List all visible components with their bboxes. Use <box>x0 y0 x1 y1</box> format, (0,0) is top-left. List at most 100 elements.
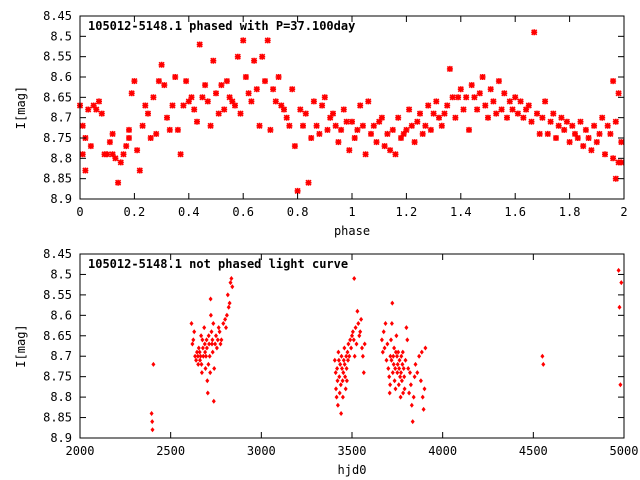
data-point <box>411 394 416 400</box>
data-point <box>198 353 203 359</box>
data-point <box>373 139 380 146</box>
data-point <box>420 394 425 400</box>
x-tick-label: 1.4 <box>450 205 472 219</box>
data-point <box>204 345 209 351</box>
data-point <box>208 312 213 318</box>
data-point <box>180 102 187 109</box>
data-point <box>412 374 417 380</box>
data-point <box>340 378 345 384</box>
data-point-mark <box>612 175 619 182</box>
data-point-mark <box>316 130 323 137</box>
data-point-mark <box>389 126 396 133</box>
data-point-mark <box>408 122 415 129</box>
data-point <box>536 130 543 137</box>
data-point <box>202 341 207 347</box>
data-point-mark <box>231 102 239 109</box>
data-point-mark <box>264 37 271 44</box>
data-point-mark <box>471 94 478 101</box>
data-point <box>125 126 133 133</box>
data-point-mark <box>610 155 617 162</box>
data-point-mark <box>512 94 519 101</box>
data-point <box>337 374 342 380</box>
x-tick-label: 2500 <box>156 444 185 458</box>
data-point <box>191 106 198 113</box>
data-point-mark <box>558 114 565 121</box>
data-point-mark <box>392 151 399 158</box>
data-point <box>79 122 86 129</box>
data-point <box>397 366 402 371</box>
data-point <box>612 118 619 125</box>
data-point-mark <box>596 130 603 137</box>
data-point-mark <box>104 151 111 158</box>
data-point <box>215 337 220 343</box>
data-point-mark <box>493 110 500 117</box>
data-point <box>396 382 401 388</box>
data-point-mark <box>329 110 337 117</box>
data-point-mark <box>215 110 222 117</box>
data-point <box>495 78 502 85</box>
data-point <box>444 102 451 109</box>
data-point <box>550 110 557 117</box>
data-point <box>336 357 341 363</box>
data-point-mark <box>555 122 562 129</box>
data-point-mark <box>155 78 162 85</box>
data-point-mark <box>125 134 133 142</box>
data-point <box>90 102 97 109</box>
data-point <box>227 300 232 306</box>
data-point-mark <box>115 179 122 186</box>
data-point <box>425 102 432 109</box>
data-point <box>423 345 428 351</box>
data-point <box>351 337 356 343</box>
data-point <box>221 321 226 326</box>
data-point-mark <box>563 118 570 125</box>
data-point <box>131 78 138 85</box>
data-point-mark <box>291 143 298 150</box>
data-point <box>393 366 398 371</box>
data-point <box>212 90 220 97</box>
data-point <box>339 353 344 359</box>
data-point <box>403 126 410 133</box>
data-point <box>490 98 497 105</box>
data-point <box>346 357 350 363</box>
data-point <box>218 82 225 89</box>
data-point-mark <box>378 114 385 121</box>
data-point <box>395 361 400 367</box>
data-point <box>612 175 619 182</box>
data-point-mark <box>446 65 453 72</box>
data-point <box>338 126 345 133</box>
data-point <box>264 37 271 44</box>
y-tick-label: 8.65 <box>43 90 72 104</box>
data-point <box>185 98 192 105</box>
data-point-mark <box>588 147 595 154</box>
data-point <box>387 374 392 380</box>
data-point-mark <box>484 114 492 121</box>
data-point <box>395 370 400 376</box>
data-point <box>419 130 426 137</box>
data-point-mark <box>351 134 358 142</box>
data-point <box>352 353 357 359</box>
data-point <box>395 114 402 121</box>
data-point <box>539 114 546 121</box>
data-point-mark <box>618 159 625 166</box>
data-point <box>329 110 337 117</box>
data-point <box>163 114 171 121</box>
data-point-mark <box>457 86 464 93</box>
data-point-mark <box>414 118 421 125</box>
data-point-mark <box>199 94 206 101</box>
data-point <box>474 106 481 113</box>
data-point-mark <box>501 90 508 97</box>
data-point <box>228 280 233 286</box>
data-point <box>350 329 355 335</box>
data-point <box>593 139 600 146</box>
data-point <box>85 106 92 113</box>
data-point <box>346 147 353 154</box>
data-point-mark <box>289 86 296 93</box>
data-point-mark <box>202 82 209 89</box>
data-point <box>280 106 288 113</box>
data-point <box>541 361 546 367</box>
data-point-mark <box>109 130 116 137</box>
data-point <box>209 329 214 335</box>
data-point <box>172 73 179 81</box>
data-point-mark <box>354 126 361 133</box>
data-point-mark <box>523 106 530 113</box>
